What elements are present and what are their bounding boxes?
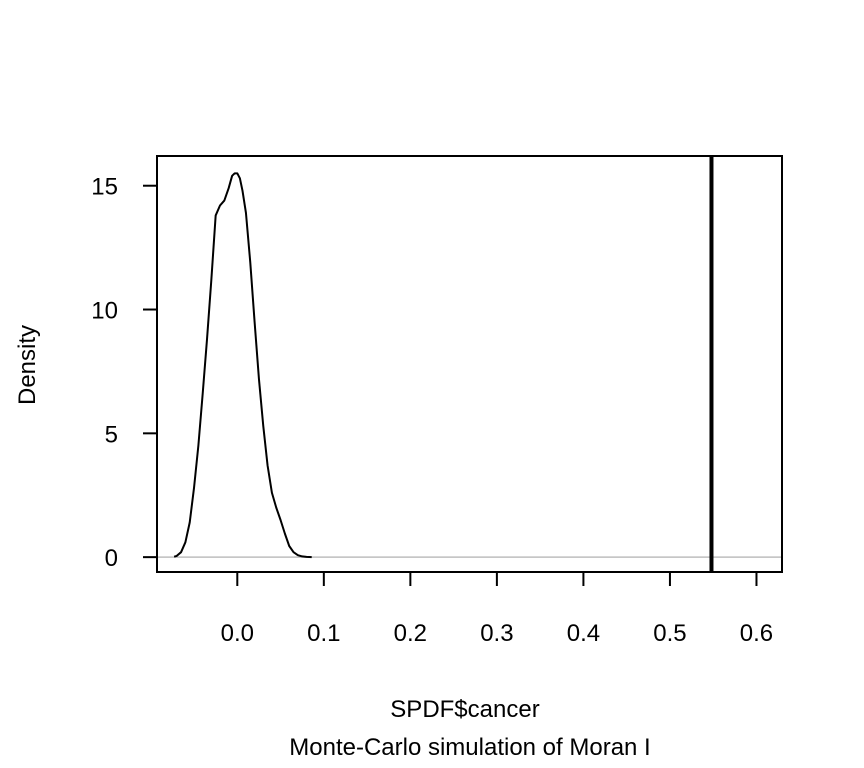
x-axis-title: SPDF$cancer [390,696,539,723]
y-axis-title: Density [14,325,41,405]
x-tick-label: 0.3 [480,620,513,647]
density-line-0 [173,172,312,559]
y-tick-label: 0 [105,545,118,572]
y-axis: 0 5 10 15 [91,174,157,572]
y-tick-label: 5 [105,421,118,448]
x-tick-label: 0.5 [653,620,686,647]
y-tick-label: 10 [91,298,118,325]
x-tick-label: 0.6 [740,620,773,647]
x-tick-label: 0.1 [307,620,340,647]
plot-frame [156,155,783,573]
x-tick-label: 0.0 [221,620,254,647]
chart-subtitle: Monte-Carlo simulation of Moran I [289,734,650,761]
x-tick-label: 0.4 [567,620,600,647]
plot-area [156,155,783,573]
x-tick-label: 0.2 [394,620,427,647]
y-tick-label: 15 [91,174,118,201]
x-axis: 0.0 0.1 0.2 0.3 0.4 0.5 0.6 [221,572,773,647]
